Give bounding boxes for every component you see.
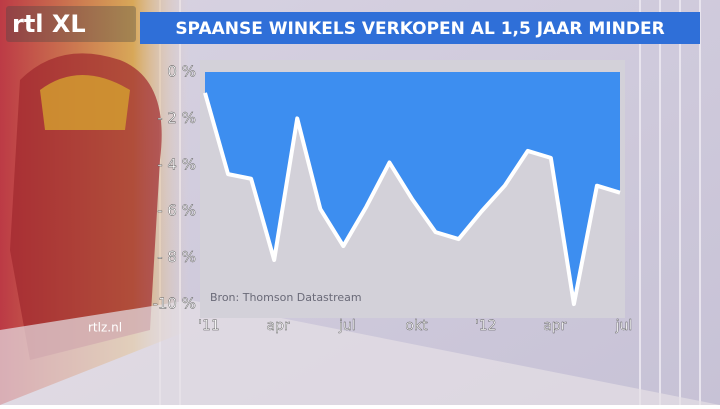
y-tick-label: - 4 % bbox=[157, 155, 196, 173]
x-tick-label: apr bbox=[267, 318, 290, 334]
plot bbox=[203, 72, 621, 307]
source: Bron: Thomson Datastream bbox=[210, 291, 362, 304]
y-tick-label: 0 % bbox=[167, 63, 196, 81]
x-tick-label: jul bbox=[338, 318, 356, 334]
x-tick-label: okt bbox=[405, 318, 428, 334]
chart-title: SPAANSE WINKELS VERKOPEN AL 1,5 JAAR MIN… bbox=[175, 19, 664, 39]
y-tick-label: - 8 % bbox=[157, 248, 196, 266]
title-bar bbox=[140, 12, 700, 44]
logo-box bbox=[6, 6, 136, 42]
site: rtlz.nl bbox=[88, 321, 122, 335]
area-fill bbox=[205, 72, 620, 305]
logo: rtl XL bbox=[12, 10, 86, 38]
crown bbox=[40, 75, 130, 130]
y-tick-label: - 2 % bbox=[157, 109, 196, 127]
y-tick-label: -10 % bbox=[152, 295, 196, 313]
x-tick-label: '11 bbox=[198, 318, 220, 334]
bottom-sheen bbox=[0, 300, 720, 405]
y-tick-label: - 6 % bbox=[157, 202, 196, 220]
line bbox=[203, 92, 621, 307]
x-tick-label: apr bbox=[543, 318, 566, 334]
x-tick-label: '12 bbox=[475, 318, 497, 334]
x-tick-label: jul bbox=[615, 318, 633, 334]
